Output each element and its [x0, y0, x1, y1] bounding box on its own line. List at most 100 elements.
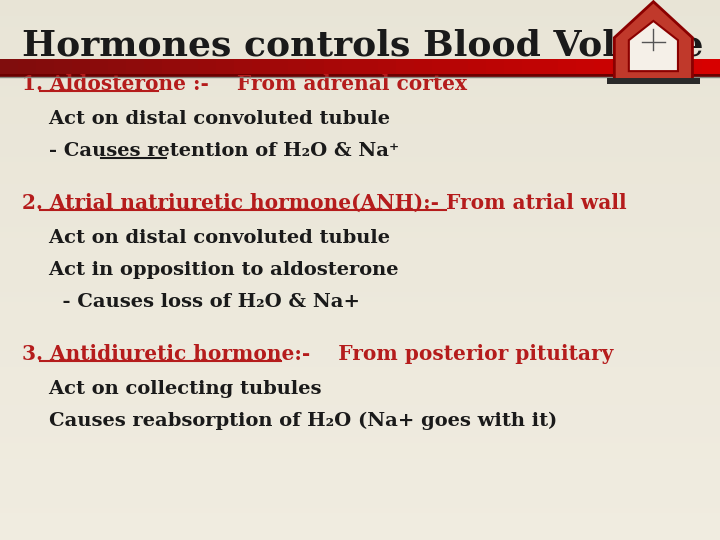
Bar: [0, 481, 720, 486]
Text: 1. Aldosterone :-    From adrenal cortex: 1. Aldosterone :- From adrenal cortex: [22, 73, 467, 94]
Bar: [0, 529, 720, 535]
Bar: [0, 362, 720, 367]
Bar: [0, 502, 720, 508]
Bar: [606, 78, 701, 88]
Bar: [0, 437, 720, 443]
Bar: [0, 265, 720, 270]
Bar: [0, 216, 720, 221]
Text: Act on collecting tubules: Act on collecting tubules: [22, 380, 321, 398]
Bar: [612, 59, 630, 78]
Bar: [0, 518, 720, 524]
Bar: [684, 59, 702, 78]
Bar: [0, 292, 720, 297]
Bar: [0, 243, 720, 248]
Bar: [0, 238, 720, 243]
Bar: [0, 459, 720, 464]
Bar: [0, 97, 720, 103]
PathPatch shape: [614, 2, 693, 84]
Bar: [648, 59, 666, 78]
Bar: [0, 135, 720, 140]
Bar: [0, 259, 720, 265]
Bar: [702, 59, 720, 78]
Text: 2. Atrial natriuretic hormone(ANH):- From atrial wall: 2. Atrial natriuretic hormone(ANH):- Fro…: [22, 192, 626, 213]
Text: Causes reabsorption of H₂O (Na+ goes with it): Causes reabsorption of H₂O (Na+ goes wit…: [22, 412, 557, 430]
Bar: [0, 394, 720, 400]
Bar: [0, 497, 720, 502]
Bar: [0, 81, 720, 86]
Bar: [0, 491, 720, 497]
Bar: [0, 0, 720, 5]
Bar: [0, 103, 720, 108]
Bar: [18, 59, 36, 78]
Bar: [0, 178, 720, 184]
Bar: [0, 432, 720, 437]
Bar: [0, 513, 720, 518]
Bar: [0, 297, 720, 302]
Bar: [0, 308, 720, 313]
Bar: [306, 59, 324, 78]
Bar: [666, 59, 684, 78]
Text: Act in opposition to aldosterone: Act in opposition to aldosterone: [22, 261, 398, 279]
Bar: [0, 378, 720, 383]
Bar: [0, 200, 720, 205]
Bar: [486, 59, 504, 78]
Bar: [576, 59, 594, 78]
Bar: [630, 59, 648, 78]
Bar: [0, 76, 720, 81]
Text: - Causes retention of H₂O & Na⁺: - Causes retention of H₂O & Na⁺: [22, 142, 399, 160]
Bar: [0, 410, 720, 416]
Bar: [0, 146, 720, 151]
Bar: [0, 346, 720, 351]
Bar: [0, 162, 720, 167]
Bar: [0, 211, 720, 216]
Bar: [468, 59, 486, 78]
Bar: [0, 486, 720, 491]
Bar: [0, 227, 720, 232]
Bar: [594, 59, 612, 78]
Bar: [0, 22, 720, 27]
Bar: [0, 373, 720, 378]
Bar: [72, 59, 90, 78]
Bar: [0, 124, 720, 130]
Bar: [0, 167, 720, 173]
Bar: [0, 286, 720, 292]
Bar: [0, 54, 720, 59]
Bar: [0, 524, 720, 529]
Bar: [0, 427, 720, 432]
Text: - Causes loss of H₂O & Na+: - Causes loss of H₂O & Na+: [22, 293, 359, 312]
Bar: [0, 232, 720, 238]
Bar: [558, 59, 576, 78]
Bar: [270, 59, 288, 78]
Bar: [0, 43, 720, 49]
Bar: [0, 70, 720, 76]
Bar: [0, 535, 720, 540]
Bar: [252, 59, 270, 78]
Bar: [450, 59, 468, 78]
Text: Act on distal convoluted tubule: Act on distal convoluted tubule: [22, 228, 390, 247]
Bar: [0, 92, 720, 97]
Bar: [0, 119, 720, 124]
Bar: [0, 254, 720, 259]
Text: Act on distal convoluted tubule: Act on distal convoluted tubule: [22, 110, 390, 128]
Bar: [0, 448, 720, 454]
Bar: [144, 59, 162, 78]
Bar: [0, 356, 720, 362]
Bar: [0, 335, 720, 340]
Bar: [108, 59, 126, 78]
Bar: [0, 16, 720, 22]
Bar: [0, 275, 720, 281]
Text: 3. Antidiuretic hormone:-    From posterior pituitary: 3. Antidiuretic hormone:- From posterior…: [22, 343, 613, 364]
Bar: [216, 59, 234, 78]
Bar: [0, 475, 720, 481]
Bar: [0, 464, 720, 470]
Bar: [0, 157, 720, 162]
Bar: [0, 130, 720, 135]
Bar: [54, 59, 72, 78]
Bar: [540, 59, 558, 78]
Bar: [0, 313, 720, 319]
Bar: [414, 59, 432, 78]
Bar: [0, 389, 720, 394]
Bar: [0, 59, 720, 65]
Bar: [0, 86, 720, 92]
Bar: [601, 86, 706, 92]
